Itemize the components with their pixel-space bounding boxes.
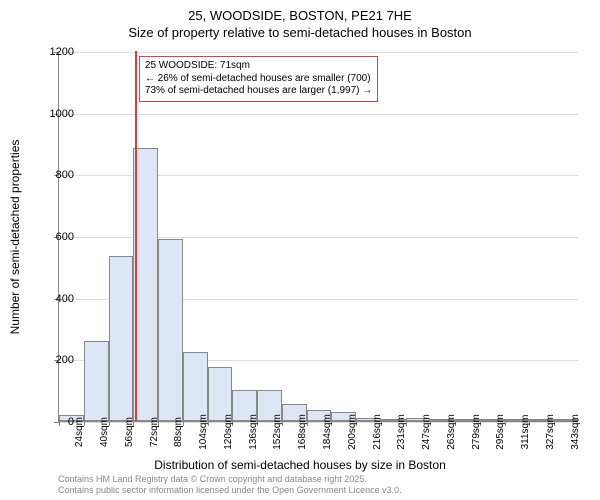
xtick-label: 168sqm	[297, 414, 308, 450]
histogram-bar	[133, 148, 158, 421]
xtick-label: 200sqm	[347, 414, 358, 450]
xtick-label: 72sqm	[149, 417, 160, 447]
footer-attribution: Contains HM Land Registry data © Crown c…	[58, 474, 402, 496]
xtick-label: 327sqm	[545, 414, 556, 450]
xtick	[59, 421, 60, 426]
xtick-label: 247sqm	[421, 414, 432, 450]
xtick-label: 136sqm	[248, 414, 259, 450]
annotation-box: 25 WOODSIDE: 71sqm← 26% of semi-detached…	[139, 56, 378, 102]
xtick-label: 184sqm	[322, 414, 333, 450]
xtick-label: 263sqm	[446, 414, 457, 450]
xtick-label: 311sqm	[520, 415, 531, 450]
property-marker-line	[135, 51, 137, 421]
plot-area: 25 WOODSIDE: 71sqm← 26% of semi-detached…	[58, 52, 578, 422]
xtick-label: 152sqm	[272, 414, 283, 450]
annotation-line: 73% of semi-detached houses are larger (…	[145, 85, 372, 98]
annotation-line: 25 WOODSIDE: 71sqm	[145, 60, 372, 73]
chart-subtitle: Size of property relative to semi-detach…	[0, 23, 600, 40]
xtick-label: 24sqm	[74, 417, 85, 447]
xtick-label: 295sqm	[495, 414, 506, 450]
annotation-line: ← 26% of semi-detached houses are smalle…	[145, 73, 372, 86]
histogram-bar	[109, 256, 134, 421]
xtick-label: 231sqm	[396, 414, 407, 450]
xtick-label: 343sqm	[570, 414, 581, 450]
ytick-label: 1000	[50, 108, 74, 120]
ytick-label: 400	[56, 293, 74, 305]
x-axis-label: Distribution of semi-detached houses by …	[0, 458, 600, 472]
xtick-label: 40sqm	[99, 417, 110, 447]
xtick-label: 216sqm	[372, 414, 383, 450]
ytick-label: 800	[56, 169, 74, 181]
xtick-label: 120sqm	[223, 414, 234, 450]
xtick-label: 279sqm	[471, 414, 482, 450]
chart-title: 25, WOODSIDE, BOSTON, PE21 7HE	[0, 0, 600, 23]
chart-container: 25, WOODSIDE, BOSTON, PE21 7HE Size of p…	[0, 0, 600, 500]
footer-line2: Contains public sector information licen…	[58, 485, 402, 496]
ytick-label: 1200	[50, 46, 74, 58]
xtick-label: 88sqm	[173, 417, 184, 447]
y-axis-label: Number of semi-detached properties	[8, 140, 22, 335]
ytick-label: 600	[56, 231, 74, 243]
xtick-label: 104sqm	[198, 414, 209, 450]
histogram-bar	[158, 239, 183, 421]
histogram-bar	[183, 352, 208, 421]
ytick-label: 200	[56, 354, 74, 366]
histogram-bar	[208, 367, 233, 421]
histogram-bar	[84, 341, 109, 421]
xtick-label: 56sqm	[124, 417, 135, 447]
footer-line1: Contains HM Land Registry data © Crown c…	[58, 474, 402, 485]
